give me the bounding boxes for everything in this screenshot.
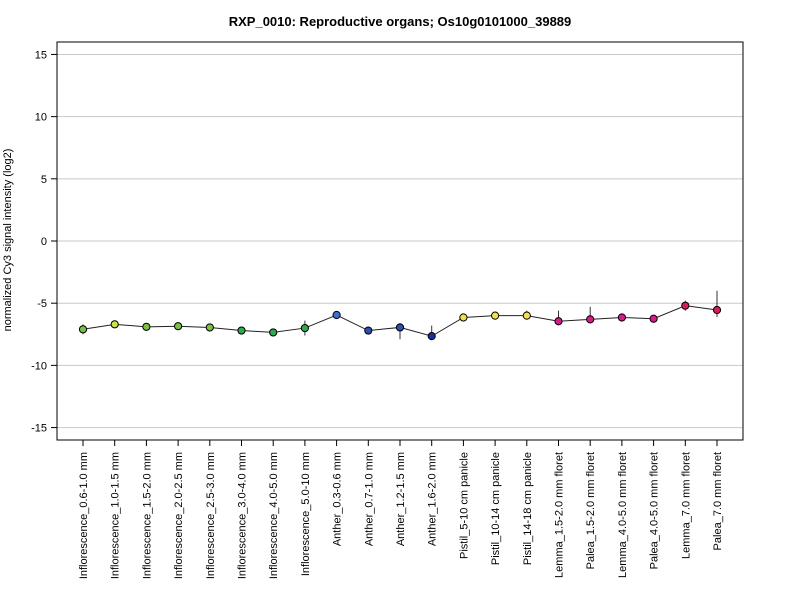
x-tick-label: Palea_4.0-5.0 mm floret: [649, 452, 661, 569]
x-tick-label: Lemma_1.5-2.0 mm floret: [554, 452, 566, 578]
y-tick-label: 15: [35, 49, 47, 61]
y-tick-label: 10: [35, 112, 47, 124]
data-point: [269, 328, 278, 337]
x-tick-label: Pistil_14-18 cm panicle: [522, 452, 534, 565]
x-tick-label: Anther_1.6-2.0 mm: [427, 452, 439, 546]
data-points: [78, 301, 722, 341]
plot-frame: [56, 41, 744, 441]
x-tick-label: Inflorescence_0.6-1.0 mm: [78, 452, 90, 579]
x-tick-label: Palea_1.5-2.0 mm floret: [585, 452, 597, 569]
data-point: [142, 322, 151, 331]
x-tick-label: Inflorescence_2.0-2.5 mm: [173, 452, 185, 579]
y-tick-label: 5: [41, 174, 47, 186]
data-point: [364, 326, 373, 335]
data-point: [586, 315, 595, 324]
data-point: [522, 311, 531, 320]
data-point: [78, 325, 88, 334]
data-point: [554, 317, 563, 326]
x-tick-label: Inflorescence_2.5-3.0 mm: [205, 452, 217, 579]
chart-title: RXP_0010: Reproductive organs; Os10g0101…: [229, 14, 572, 29]
x-tick-label: Inflorescence_5.0-10 mm: [300, 452, 312, 576]
data-point: [617, 313, 627, 322]
x-tick-label: Inflorescence_3.0-4.0 mm: [237, 452, 249, 579]
y-tick-label: -15: [31, 423, 47, 435]
x-tick-label: Inflorescence_1.0-1.5 mm: [110, 452, 122, 579]
x-tick-label: Anther_0.7-1.0 mm: [363, 452, 375, 546]
data-point: [649, 314, 658, 323]
x-tick-label: Anther_0.3-0.6 mm: [332, 452, 344, 546]
data-point: [395, 323, 405, 332]
data-point: [237, 326, 246, 335]
y-axis-label: normalized Cy3 signal intensity (log2): [2, 149, 14, 332]
gridlines: [57, 53, 743, 429]
data-point: [300, 323, 309, 333]
data-point: [205, 323, 214, 332]
x-tick-label: Inflorescence_4.0-5.0 mm: [268, 452, 280, 579]
data-point: [427, 332, 436, 341]
data-point: [174, 322, 183, 331]
y-axis: 15 10 5 0 -5 -10 -15: [31, 49, 57, 435]
data-point: [491, 311, 500, 320]
x-tick-label: Lemma_7.0 mm floret: [680, 452, 692, 559]
y-tick-label: 0: [41, 236, 47, 248]
x-tick-label: Pistil_10-14 cm panicle: [490, 452, 502, 565]
x-tick-label: Pistil_5-10 cm panicle: [458, 452, 470, 559]
y-tick-label: -5: [37, 298, 47, 310]
data-point: [332, 310, 341, 320]
data-point: [712, 305, 722, 315]
x-tick-label: Anther_1.2-1.5 mm: [395, 452, 407, 546]
y-tick-label: -10: [31, 360, 47, 372]
data-point: [459, 313, 468, 322]
x-axis: Inflorescence_0.6-1.0 mm Inflorescence_1.…: [78, 440, 724, 579]
x-tick-label: Inflorescence_1.5-2.0 mm: [141, 452, 153, 579]
data-point: [110, 320, 119, 329]
x-tick-label: Palea_7.0 mm floret: [712, 452, 724, 550]
x-tick-label: Lemma_4.0-5.0 mm floret: [617, 452, 629, 578]
data-point: [681, 301, 690, 310]
